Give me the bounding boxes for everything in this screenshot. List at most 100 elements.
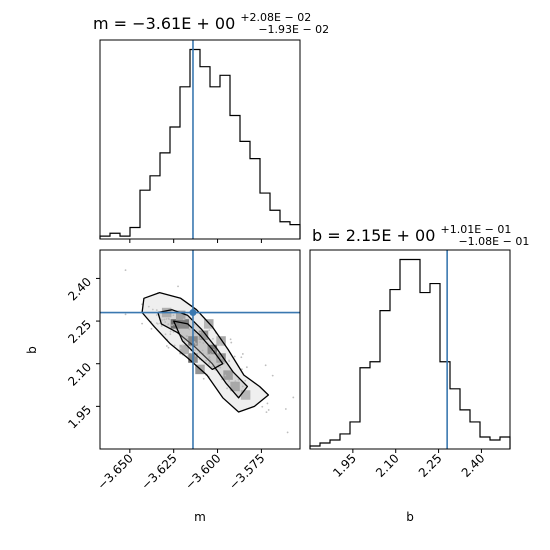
scatter-point bbox=[241, 353, 244, 355]
hist2d-plot-area: −3.650 −3.625 −3.600 −3.575 1.95 2.10 2.25 2.40 bbox=[65, 250, 300, 493]
hist-m-bin-11 bbox=[210, 87, 220, 239]
hist2d-xtick-label-3: −3.575 bbox=[226, 451, 267, 492]
scatter-point bbox=[163, 318, 166, 321]
title-m: m = −3.61E + 00 +2.08E − 02 −1.93E − 02 bbox=[93, 6, 329, 36]
scatter-point bbox=[164, 321, 167, 323]
density-cell-10 bbox=[230, 381, 240, 392]
scatter-point bbox=[169, 330, 172, 333]
hist-m-bin-7 bbox=[170, 127, 180, 239]
hist2d-ytick-label-1: 2.10 bbox=[65, 360, 94, 389]
scatter-point bbox=[151, 308, 154, 311]
scatter-point bbox=[188, 328, 191, 331]
scatter-point bbox=[167, 323, 170, 325]
hist-b-bin-3 bbox=[340, 434, 350, 449]
scatter-point bbox=[165, 345, 168, 347]
scatter-point bbox=[240, 368, 243, 371]
scatter-point bbox=[205, 359, 207, 362]
scatter-point bbox=[193, 323, 196, 326]
hist-b-bin-16 bbox=[470, 422, 480, 449]
density-cell-15 bbox=[216, 336, 226, 346]
hist-b-bin-8 bbox=[390, 290, 400, 449]
hist-m-bin-16 bbox=[260, 193, 270, 239]
scatter-point bbox=[164, 333, 167, 336]
hist-b-bin-1 bbox=[320, 443, 330, 449]
hist-m-steps bbox=[99, 48, 301, 239]
scatter-point bbox=[241, 385, 244, 388]
scatter-point bbox=[190, 345, 192, 348]
scatter-point bbox=[193, 341, 196, 343]
y-axis-label-b: b bbox=[25, 346, 39, 354]
hist2d-panel: −3.650 −3.625 −3.600 −3.575 1.95 2.10 2.25 2.40… bbox=[25, 249, 301, 524]
scatter-point bbox=[234, 380, 237, 383]
density-cell-8 bbox=[175, 310, 186, 321]
hist-m-bin-1 bbox=[110, 233, 120, 239]
scatter-point bbox=[209, 353, 212, 356]
hist-m-bin-12 bbox=[220, 75, 230, 239]
hist-b-bin-17 bbox=[480, 437, 490, 449]
hist-b-steps bbox=[309, 258, 511, 449]
scatter-point bbox=[155, 314, 158, 316]
hist-b-bin-5 bbox=[360, 368, 370, 449]
scatter-point bbox=[226, 387, 228, 390]
scatter-point bbox=[150, 327, 153, 330]
scatter-point bbox=[186, 335, 188, 337]
hist-m-bin-6 bbox=[160, 153, 170, 239]
hist-b-bin-14 bbox=[450, 389, 460, 449]
density-cell-5 bbox=[198, 330, 209, 341]
hist-m-frame bbox=[99, 39, 301, 240]
scatter-point bbox=[167, 346, 170, 349]
scatter-point bbox=[265, 411, 268, 414]
title-b-base: b = 2.15E + 00 bbox=[312, 226, 435, 245]
scatter-point bbox=[244, 379, 247, 382]
scatter-point bbox=[179, 347, 182, 350]
hist-m-plot-area bbox=[99, 40, 301, 243]
scatter-point bbox=[206, 353, 209, 355]
scatter-point bbox=[169, 333, 172, 336]
hist-b-bin-12 bbox=[430, 284, 440, 449]
scatter-point bbox=[230, 341, 233, 344]
scatter-point bbox=[186, 337, 189, 340]
hist-m-bin-18 bbox=[280, 222, 290, 239]
hist-b-xtick-label-0: 1.95 bbox=[330, 451, 359, 480]
title-b: b = 2.15E + 00 +1.01E − 01 −1.08E − 01 bbox=[312, 218, 529, 248]
hist-b-bin-18 bbox=[490, 440, 500, 449]
scatter-point bbox=[240, 356, 243, 359]
hist-b-bin-6 bbox=[370, 362, 380, 449]
scatter-point bbox=[208, 362, 210, 365]
scatter-point bbox=[172, 314, 175, 317]
hist-m-bin-14 bbox=[240, 141, 250, 239]
hist-m-bin-19 bbox=[290, 225, 300, 239]
scatter-point bbox=[267, 409, 270, 411]
hist-b-xtick-label-3: 2.40 bbox=[459, 451, 488, 480]
density-cell-13 bbox=[240, 390, 251, 400]
density-cell-1 bbox=[179, 319, 189, 329]
scatter-point bbox=[284, 408, 287, 410]
hist-b-frame bbox=[309, 249, 511, 450]
scatter-point bbox=[173, 344, 176, 347]
x-axis-label-m: m bbox=[194, 510, 206, 524]
scatter-point bbox=[218, 343, 221, 346]
hist-m-bin-17 bbox=[270, 210, 280, 239]
scatter-point bbox=[141, 322, 144, 325]
scatter-point bbox=[271, 374, 274, 377]
hist-b-xtick-label-2: 2.25 bbox=[416, 451, 445, 480]
scatter-point bbox=[286, 431, 289, 434]
scatter-point bbox=[124, 313, 127, 316]
title-m-sup: +2.08E − 02 bbox=[240, 11, 311, 24]
hist-b-plot-area: 1.95 2.10 2.25 2.40 bbox=[309, 250, 511, 480]
scatter-point bbox=[229, 338, 232, 341]
scatter-point bbox=[161, 319, 163, 321]
title-m-base: m = −3.61E + 00 bbox=[93, 14, 235, 33]
hist-b-bin-11 bbox=[420, 293, 430, 449]
scatter-point bbox=[211, 365, 214, 368]
hist-b-bin-2 bbox=[330, 440, 340, 449]
hist-b-xtick-label-1: 2.10 bbox=[373, 451, 402, 480]
scatter-point bbox=[147, 305, 150, 308]
scatter-point bbox=[198, 341, 201, 343]
hist2d-xtick-label-0: −3.650 bbox=[95, 451, 136, 492]
scatter-point bbox=[202, 342, 205, 344]
hist-b-bin-4 bbox=[350, 422, 360, 449]
scatter-point bbox=[228, 359, 230, 362]
scatter-point bbox=[264, 364, 267, 367]
scatter-point bbox=[237, 378, 240, 381]
